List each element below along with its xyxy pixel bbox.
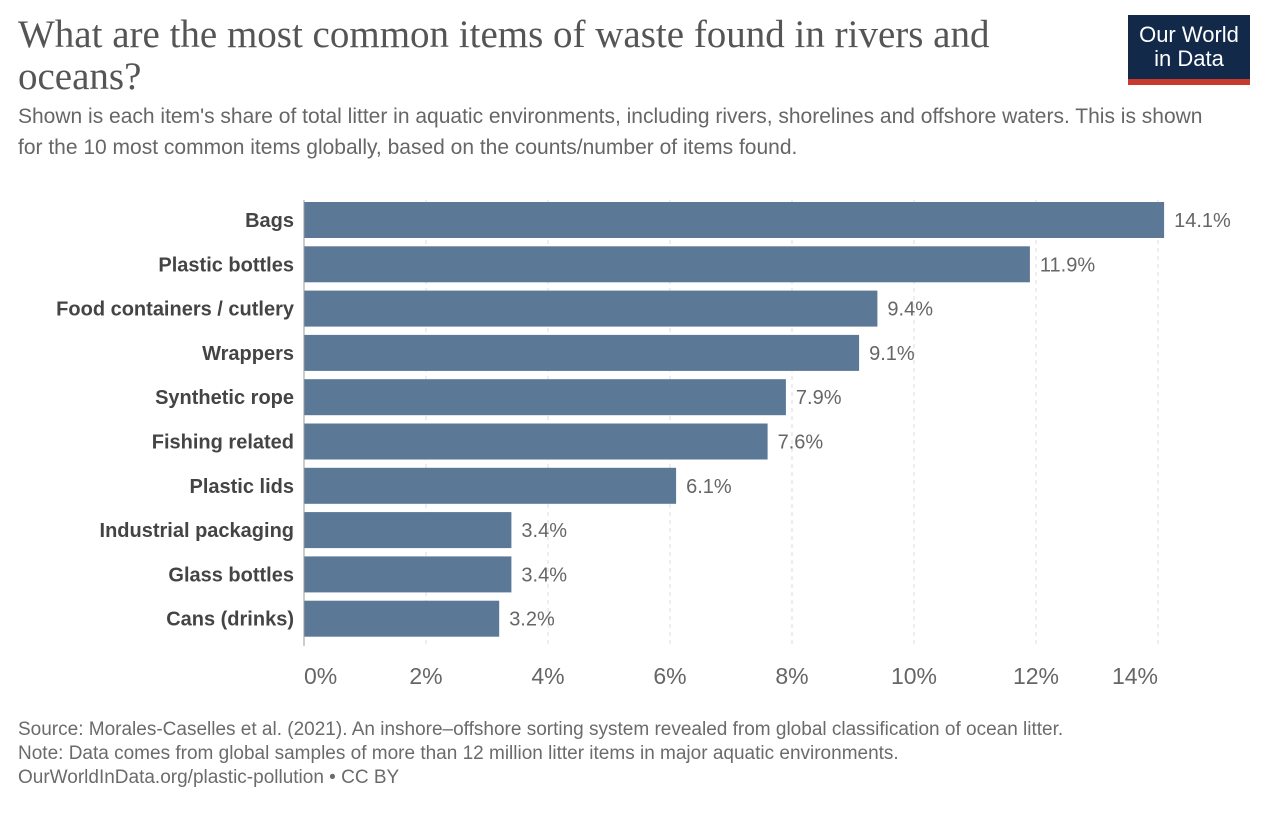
- source-text: Source: Morales-Caselles et al. (2021). …: [18, 719, 1064, 740]
- value-label: 3.2%: [509, 609, 555, 631]
- x-tick-label: 4%: [531, 663, 564, 689]
- logo-line-2: in Data: [1154, 46, 1224, 71]
- x-tick-label: 0%: [304, 663, 337, 689]
- category-label: Bags: [245, 210, 294, 232]
- bar: [304, 600, 500, 637]
- note-text: Note: Data comes from global samples of …: [18, 743, 899, 764]
- bar: [304, 202, 1165, 238]
- value-label: 9.4%: [887, 299, 933, 321]
- x-tick-label: 14%: [1112, 663, 1158, 689]
- value-label: 7.9%: [796, 387, 842, 409]
- bar: [304, 246, 1030, 283]
- bar: [304, 334, 860, 371]
- chart-title: What are the most common items of waste …: [18, 13, 990, 98]
- bar: [304, 556, 512, 593]
- x-tick-label: 12%: [1013, 663, 1059, 689]
- x-tick-label: 2%: [409, 663, 442, 689]
- owid-logo[interactable]: Our World in Data: [1128, 15, 1250, 85]
- category-label: Wrappers: [202, 343, 294, 365]
- bar: [304, 379, 786, 416]
- logo-line-1: Our World: [1139, 22, 1239, 47]
- logo-accent-bar: [1128, 79, 1250, 85]
- value-label: 9.1%: [869, 343, 915, 365]
- category-label: Fishing related: [152, 432, 294, 454]
- x-tick-label: 8%: [775, 663, 808, 689]
- value-label: 6.1%: [686, 476, 732, 498]
- category-label: Glass bottles: [168, 564, 294, 586]
- x-tick-label: 6%: [653, 663, 686, 689]
- category-label: Industrial packaging: [100, 520, 294, 542]
- value-label: 3.4%: [521, 564, 567, 586]
- bar-chart: Bags 14.1% Plastic bottles 11.9% Food contai…: [56, 200, 1231, 689]
- value-label: 11.9%: [1040, 254, 1095, 276]
- source-link[interactable]: OurWorldInData.org/plastic-pollution: [18, 767, 324, 788]
- value-label: 3.4%: [521, 520, 567, 542]
- chart-subtitle: Shown is each item's share of total litt…: [18, 105, 1203, 159]
- category-label: Cans (drinks): [166, 609, 294, 631]
- value-label: 14.1%: [1174, 210, 1231, 232]
- footer-link-line: OurWorldInData.org/plastic-pollution • C…: [18, 766, 1238, 790]
- bar: [304, 512, 512, 549]
- x-tick-label: 10%: [891, 663, 937, 689]
- license-text: • CC BY: [323, 767, 400, 788]
- chart-footer: Source: Morales-Caselles et al. (2021). …: [18, 718, 1238, 790]
- bar: [304, 467, 677, 504]
- category-label: Synthetic rope: [155, 387, 294, 409]
- category-label: Plastic bottles: [158, 254, 294, 276]
- category-label: Food containers / cutlery: [56, 299, 295, 321]
- category-label: Plastic lids: [190, 476, 295, 498]
- bar: [304, 423, 768, 460]
- value-label: 7.6%: [778, 432, 824, 454]
- bar: [304, 290, 878, 327]
